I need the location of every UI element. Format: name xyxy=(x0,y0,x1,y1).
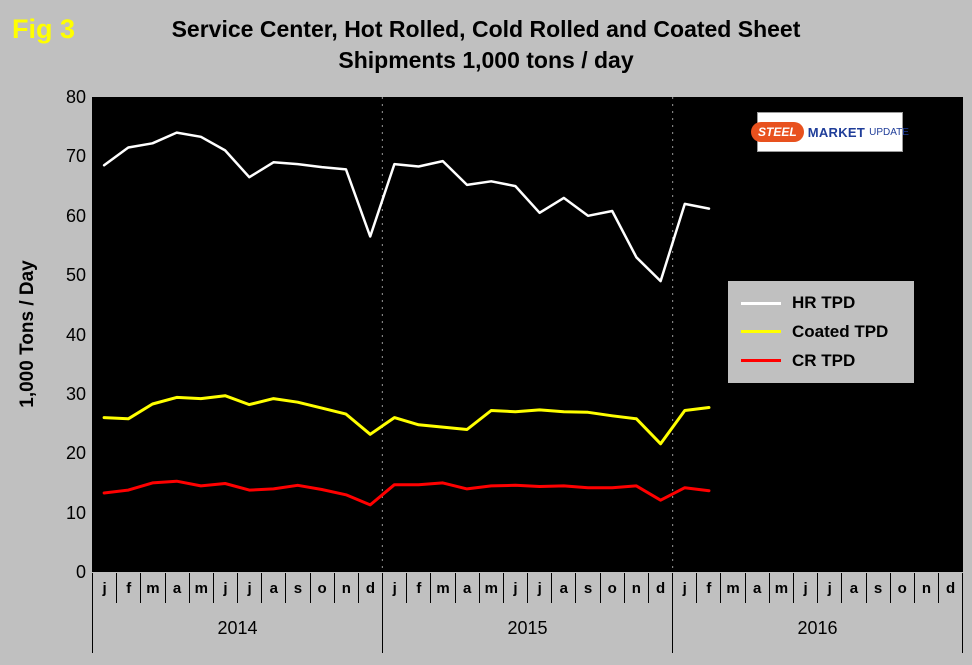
legend-item: CR TPD xyxy=(728,351,914,371)
month-label: a xyxy=(262,573,287,603)
month-label: j xyxy=(383,573,408,603)
series-lines-canvas xyxy=(102,97,711,572)
month-label: a xyxy=(456,573,480,603)
month-label: d xyxy=(649,573,674,603)
year-label: 2015 xyxy=(383,603,673,653)
legend-label: CR TPD xyxy=(792,350,856,370)
month-label: m xyxy=(480,573,504,603)
y-tick-label: 30 xyxy=(65,383,86,404)
smu-logo-steel-badge: STEEL xyxy=(751,122,804,142)
y-tick-label: 0 xyxy=(75,562,86,582)
month-label: j xyxy=(504,573,529,603)
month-label: s xyxy=(576,573,601,603)
legend-line-swatch xyxy=(741,330,781,334)
y-tick-label: 20 xyxy=(65,443,86,464)
month-label: d xyxy=(359,573,384,603)
month-label: j xyxy=(673,573,698,603)
series-line-coated-tpd xyxy=(102,394,711,446)
month-label: j xyxy=(818,573,843,603)
month-label: j xyxy=(794,573,819,603)
legend-item: HR TPD xyxy=(728,293,914,313)
month-label: a xyxy=(746,573,770,603)
plot-area: STEEL MARKET UPDATE HR TPD Coated TPD CR T… xyxy=(92,97,963,572)
series-line-hr-tpd xyxy=(102,131,711,283)
chart-title: Service Center, Hot Rolled, Cold Rolled … xyxy=(0,14,972,76)
month-label: j xyxy=(238,573,263,603)
x-axis-year-labels: 2014 2015 2016 xyxy=(92,603,963,653)
month-label: a xyxy=(166,573,190,603)
month-label: j xyxy=(214,573,239,603)
y-tick-label: 80 xyxy=(65,87,86,107)
legend-item: Coated TPD xyxy=(728,322,914,342)
legend: HR TPD Coated TPD CR TPD xyxy=(728,281,914,383)
y-tick-label: 10 xyxy=(65,502,86,523)
month-label: n xyxy=(335,573,359,603)
month-label: s xyxy=(286,573,311,603)
y-tick-label: 70 xyxy=(65,146,86,167)
month-label: n xyxy=(625,573,649,603)
y-tick-label: 60 xyxy=(65,205,86,226)
y-tick-label: 50 xyxy=(65,265,86,286)
legend-line-swatch xyxy=(741,301,781,305)
series-line-cr-tpd xyxy=(102,479,711,507)
month-label: s xyxy=(867,573,891,603)
month-label: o xyxy=(891,573,915,603)
month-label: d xyxy=(946,579,956,597)
month-label: a xyxy=(842,573,867,603)
month-label: f xyxy=(697,573,722,603)
month-label: f xyxy=(407,573,432,603)
chart-title-line1: Service Center, Hot Rolled, Cold Rolled … xyxy=(171,16,801,42)
figure-number-label: Fig 3 xyxy=(12,14,76,44)
year-label: 2016 xyxy=(797,617,838,638)
month-label: m xyxy=(431,573,456,603)
month-label: j xyxy=(528,573,553,603)
month-label: m xyxy=(770,573,794,603)
month-label: f xyxy=(117,573,142,603)
month-label: o xyxy=(311,573,335,603)
legend-label: HR TPD xyxy=(792,293,856,313)
month-label: o xyxy=(601,573,625,603)
month-label: j xyxy=(93,573,118,603)
month-label: n xyxy=(915,573,940,603)
month-label: m xyxy=(190,573,214,603)
year-label: 2014 xyxy=(93,603,383,653)
chart-title-line2: Shipments 1,000 tons / day xyxy=(338,47,634,73)
month-label: m xyxy=(141,573,166,603)
smu-logo-market-text: MARKET xyxy=(807,124,866,140)
month-label: a xyxy=(552,573,577,603)
y-tick-label: 40 xyxy=(65,324,86,345)
legend-label: Coated TPD xyxy=(792,321,889,341)
smu-logo-update-text: UPDATE xyxy=(869,126,909,138)
smu-logo: STEEL MARKET UPDATE xyxy=(751,112,909,152)
month-label: m xyxy=(721,573,746,603)
legend-line-swatch xyxy=(741,359,781,363)
